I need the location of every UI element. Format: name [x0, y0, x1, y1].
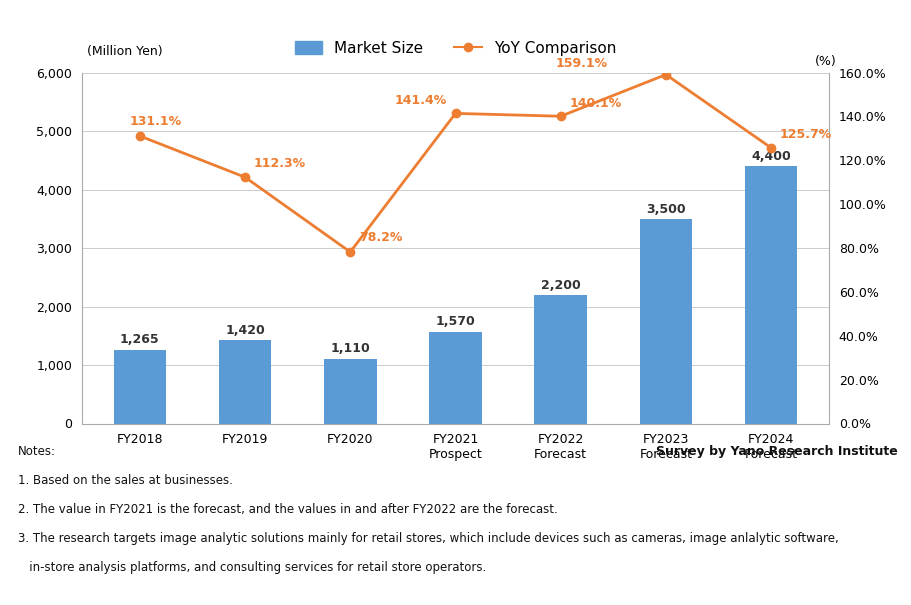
Text: 159.1%: 159.1% — [556, 57, 608, 70]
Text: 3,500: 3,500 — [646, 203, 686, 215]
Text: Notes:: Notes: — [18, 445, 56, 457]
Text: 125.7%: 125.7% — [780, 128, 832, 141]
Bar — [535, 295, 587, 424]
Text: 1,110: 1,110 — [331, 342, 370, 355]
Text: 140.1%: 140.1% — [569, 97, 621, 110]
Text: (Million Yen): (Million Yen) — [87, 45, 163, 58]
Bar — [324, 359, 376, 424]
Text: in-store analysis platforms, and consulting services for retail store operators.: in-store analysis platforms, and consult… — [18, 561, 486, 574]
Text: 78.2%: 78.2% — [359, 231, 402, 244]
Text: 1. Based on the sales at businesses.: 1. Based on the sales at businesses. — [18, 474, 233, 486]
Text: 3. The research targets image analytic solutions mainly for retail stores, which: 3. The research targets image analytic s… — [18, 532, 839, 544]
Text: 141.4%: 141.4% — [394, 94, 447, 107]
Text: 1,420: 1,420 — [225, 324, 265, 337]
Text: Survey by Yano Research Institute: Survey by Yano Research Institute — [656, 445, 897, 457]
Bar — [429, 332, 482, 424]
Bar — [114, 350, 166, 424]
Text: 1,570: 1,570 — [435, 315, 476, 329]
Bar — [745, 166, 797, 423]
Text: 1,265: 1,265 — [120, 333, 159, 346]
Text: 4,400: 4,400 — [752, 150, 791, 163]
Text: 2,200: 2,200 — [541, 279, 580, 292]
Legend: Market Size, YoY Comparison: Market Size, YoY Comparison — [289, 34, 622, 62]
Bar — [640, 219, 692, 424]
Text: 112.3%: 112.3% — [253, 157, 305, 169]
Text: 131.1%: 131.1% — [129, 116, 181, 128]
Bar — [219, 341, 271, 423]
Text: 2. The value in FY2021 is the forecast, and the values in and after FY2022 are t: 2. The value in FY2021 is the forecast, … — [18, 503, 558, 515]
Text: (%): (%) — [815, 55, 836, 68]
